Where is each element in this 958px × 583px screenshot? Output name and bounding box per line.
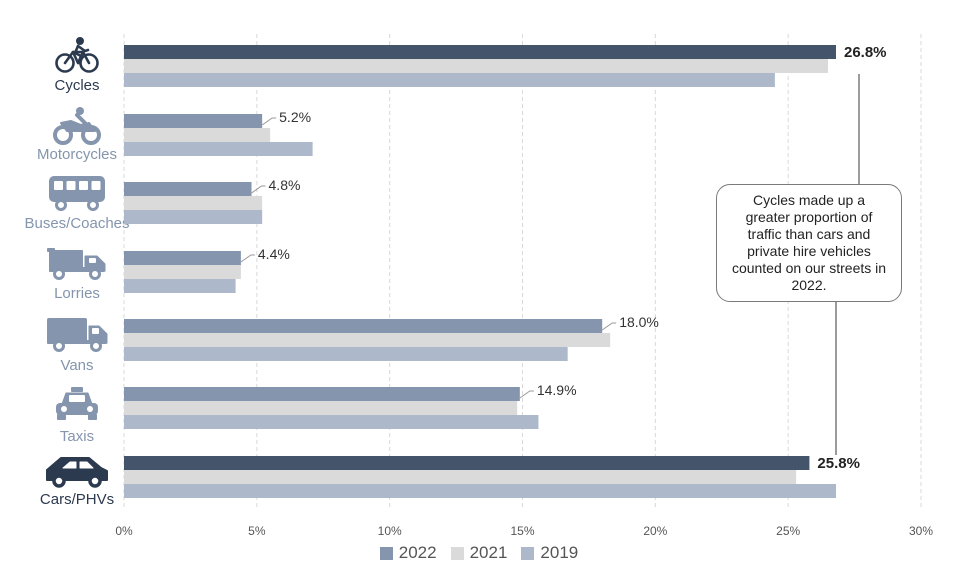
legend-swatch-2019 <box>521 546 535 560</box>
legend-swatch-2021 <box>450 546 464 560</box>
bar-2021 <box>124 59 829 73</box>
bicycle-icon <box>55 37 99 73</box>
data-label: 26.8% <box>844 44 887 61</box>
bar-2019 <box>124 73 775 87</box>
bar-2022 <box>124 387 520 401</box>
bus-icon <box>49 176 105 211</box>
legend-item-2019: 2019 <box>521 543 578 563</box>
x-tick-label: 20% <box>643 524 667 538</box>
bar-2021 <box>124 470 797 484</box>
data-label-leader <box>519 390 534 399</box>
category-label: Motorcycles <box>37 146 117 163</box>
legend-label-2022: 2022 <box>398 543 437 562</box>
category-label: Vans <box>60 357 93 374</box>
x-tick-label: 0% <box>115 524 133 538</box>
x-tick-label: 5% <box>248 524 266 538</box>
data-label: 18.0% <box>619 314 659 330</box>
legend: 2022 2021 2019 <box>0 543 958 563</box>
lorry-icon <box>47 248 106 280</box>
annotation-callout: Cycles made up a greater proportion of t… <box>716 184 902 302</box>
legend-swatch-2022 <box>379 546 393 560</box>
bar-2019 <box>124 484 836 498</box>
legend-label-2021: 2021 <box>469 543 508 562</box>
category-label: Taxis <box>60 428 94 445</box>
bar-2021 <box>124 196 263 210</box>
bar-2021 <box>124 128 271 142</box>
bar-2019 <box>124 347 568 361</box>
bar-2022 <box>124 45 836 59</box>
x-tick-label: 25% <box>776 524 800 538</box>
bar-2022 <box>124 319 603 333</box>
bar-2021 <box>124 265 241 279</box>
data-label: 4.4% <box>258 246 290 262</box>
bar-2021 <box>124 401 518 415</box>
bar-2019 <box>124 210 263 224</box>
data-label: 14.9% <box>537 382 577 398</box>
bar-2019 <box>124 279 236 293</box>
bar-2021 <box>124 333 611 347</box>
data-label: 5.2% <box>279 109 311 125</box>
x-tick-label: 30% <box>909 524 933 538</box>
car-icon <box>46 457 108 488</box>
x-tick-label: 10% <box>378 524 402 538</box>
van-icon <box>47 318 108 352</box>
bar-2022 <box>124 114 263 128</box>
data-label-leader <box>251 185 266 194</box>
category-label: Cars/PHVs <box>40 491 114 508</box>
x-tick-label: 15% <box>510 524 534 538</box>
bar-2022 <box>124 251 241 265</box>
bar-2019 <box>124 415 539 429</box>
data-label: 4.8% <box>269 177 301 193</box>
motorcycle-icon <box>53 107 101 145</box>
bar-2022 <box>124 182 252 196</box>
legend-item-2022: 2022 <box>379 543 437 563</box>
category-label: Cycles <box>54 77 99 94</box>
data-label: 25.8% <box>817 455 860 472</box>
bar-2022 <box>124 456 810 470</box>
data-label-leader <box>261 117 277 126</box>
taxi-icon <box>56 387 98 420</box>
annotation-text: Cycles made up a greater proportion of t… <box>731 192 887 293</box>
category-label: Buses/Coaches <box>24 215 129 232</box>
bar-2019 <box>124 142 313 156</box>
legend-label-2019: 2019 <box>540 543 579 562</box>
data-label-leader <box>601 322 617 331</box>
category-label: Lorries <box>54 285 100 302</box>
data-label-leader <box>240 254 255 263</box>
legend-item-2021: 2021 <box>450 543 508 563</box>
